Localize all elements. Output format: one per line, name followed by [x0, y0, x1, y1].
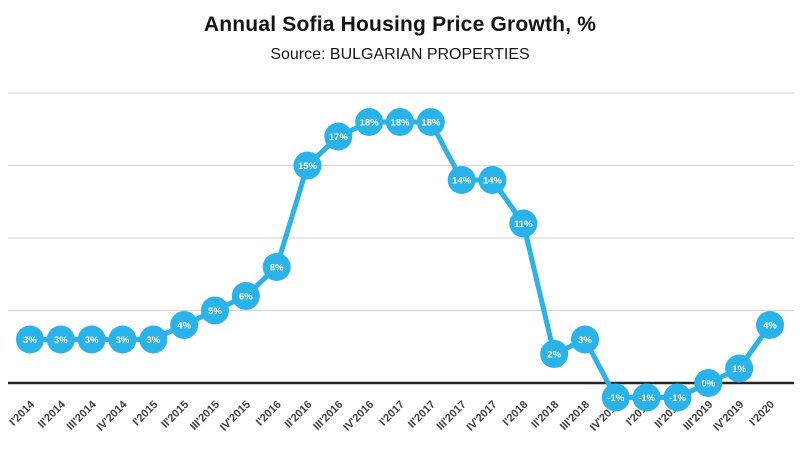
x-axis-label: II'2017 [406, 399, 438, 431]
x-axis-label: I'2018 [501, 399, 531, 429]
x-axis-label: IV'2014 [95, 398, 131, 434]
data-point-label: 1% [732, 364, 746, 375]
x-axis-label: II'2018 [529, 399, 561, 431]
data-point-marker [756, 311, 784, 339]
data-point-label: 3% [85, 335, 99, 346]
data-point-marker [46, 325, 75, 354]
chart-header: Annual Sofia Housing Price Growth, % Sou… [0, 0, 800, 79]
data-point-label: 11% [514, 219, 533, 230]
data-point-label: 5% [208, 306, 222, 317]
chart-title: Annual Sofia Housing Price Growth, % [203, 13, 597, 36]
data-point-label: 2% [547, 350, 561, 361]
data-point-marker [231, 282, 260, 310]
x-axis-label: IV'2017 [465, 399, 500, 434]
data-point-marker [540, 340, 569, 368]
data-point-label: 18% [360, 118, 380, 129]
x-axis-label: IV'2016 [341, 399, 376, 434]
data-point-label: 8% [270, 263, 284, 274]
x-axis-label: I'2020 [747, 399, 777, 429]
data-point-marker [201, 296, 229, 325]
data-point-marker [170, 311, 199, 339]
data-point-marker [416, 108, 445, 136]
data-point-label: -1% [607, 393, 624, 404]
x-axis-label: I'2016 [254, 399, 284, 429]
data-point-label: 3% [54, 335, 68, 346]
x-axis-label: II'2016 [283, 399, 315, 431]
x-axis-label: I'2017 [377, 399, 407, 429]
x-axis-label: III'2018 [558, 399, 592, 433]
x-axis-label: II'2015 [159, 399, 191, 431]
data-point-marker [262, 253, 291, 281]
data-point-marker [386, 108, 414, 136]
data-point-marker [447, 166, 476, 194]
data-point-label: 17% [329, 132, 349, 143]
x-axis-label: II'2014 [36, 398, 69, 431]
x-axis-label: III'2014 [65, 398, 100, 433]
x-axis-label: I'2015 [131, 399, 161, 429]
data-point-label: 0% [701, 379, 715, 390]
data-point-label: 6% [239, 292, 253, 303]
data-point-marker [601, 383, 630, 412]
data-point-label: 14% [483, 176, 503, 187]
data-point-label: 14% [452, 176, 472, 187]
data-point-marker [478, 166, 507, 194]
x-axis-label: IV'2015 [218, 399, 253, 434]
data-point-label: 3% [146, 335, 160, 346]
data-point-marker [632, 383, 661, 412]
data-point-label: 18% [390, 118, 410, 129]
line-series [27, 119, 773, 400]
data-point-marker [571, 325, 599, 354]
data-point-label: 3% [578, 335, 592, 346]
data-point-label: -1% [638, 393, 655, 404]
data-point-marker [725, 354, 754, 383]
x-axis-label: III'2016 [311, 399, 345, 433]
x-axis-label: I'2014 [7, 398, 37, 428]
x-axis-label: IV'2019 [711, 399, 746, 434]
data-point-label: 3% [116, 335, 130, 346]
data-point-marker [509, 209, 538, 238]
data-point-marker [355, 108, 384, 136]
data-point-marker [139, 325, 168, 354]
data-point-marker [663, 383, 692, 412]
data-point-marker [77, 325, 106, 354]
data-point-label: 18% [421, 118, 441, 129]
data-point-label: 3% [23, 335, 37, 346]
x-axis-label: III'2015 [188, 399, 222, 433]
x-axis-label: III'2017 [435, 399, 469, 433]
data-point-label: 4% [763, 321, 777, 332]
chart-subtitle: Source: BULGARIAN PROPERTIES [270, 46, 530, 63]
data-point-marker [694, 369, 723, 397]
data-point-marker [324, 122, 353, 151]
data-point-label: 4% [177, 321, 191, 332]
data-point-label: -1% [669, 393, 686, 404]
data-point-marker [108, 325, 137, 354]
data-point-label: 15% [298, 161, 318, 172]
data-point-marker [16, 325, 44, 354]
data-point-marker [293, 151, 322, 180]
